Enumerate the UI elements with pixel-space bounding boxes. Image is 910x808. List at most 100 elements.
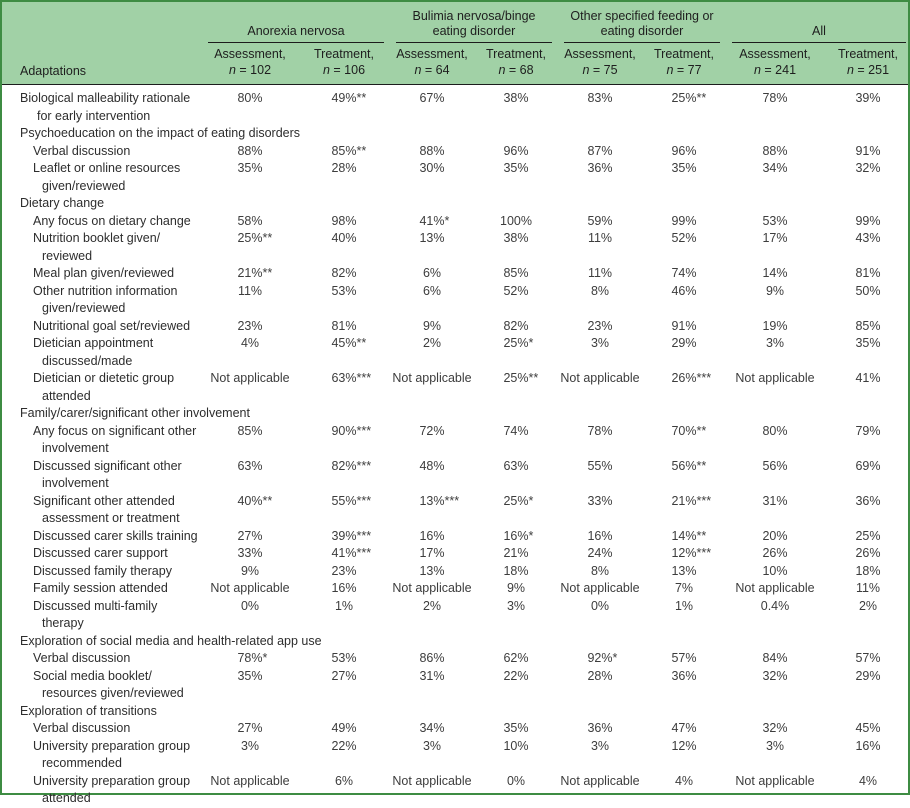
cell-value: 59% — [587, 213, 613, 228]
cell-value: 31% — [762, 493, 788, 508]
data-cell: 13% — [390, 230, 474, 265]
data-cell: 7% — [642, 580, 726, 598]
cell-value: 8% — [590, 283, 610, 298]
cell-value: 0% — [506, 773, 526, 788]
cell-value: 36% — [587, 161, 613, 175]
data-cell: 10% — [474, 738, 558, 773]
data-cell: 67% — [390, 90, 474, 125]
cell-value: 63% — [237, 458, 263, 473]
data-cell: 25% * — [474, 493, 558, 528]
n-var: n — [322, 62, 330, 77]
group-anorexia-nervosa: Anorexia nervosa — [208, 24, 384, 43]
row-label: Verbal discussion — [33, 143, 131, 158]
cell-value: 2% — [858, 598, 878, 613]
data-cell: 16% — [390, 528, 474, 546]
data-cell: 23% — [202, 318, 298, 336]
row-label: Leaflet or online resources given/review… — [33, 161, 181, 193]
cell-value: 91% — [671, 318, 697, 333]
row-label: Discussed significant other involvement — [33, 458, 182, 491]
data-cell: 34% — [726, 160, 824, 195]
cell-value: Not applicable — [210, 371, 290, 385]
row-label: Nutrition booklet given/ reviewed — [33, 231, 161, 263]
n-var: n — [414, 62, 422, 77]
cell-value: 0% — [590, 598, 610, 613]
data-cell: 87% — [558, 143, 642, 161]
group-bulimia-binge-eating: Bulimia nervosa/binge eating disorder — [396, 9, 552, 43]
cell-value: 11% — [587, 266, 613, 280]
n-value: = 77 — [673, 62, 702, 77]
cell-value: 8% — [590, 563, 610, 578]
data-cell: 9% — [390, 318, 474, 336]
data-cell: 53% — [298, 283, 390, 318]
cell-value: 53% — [762, 213, 788, 228]
cell-value: 34% — [762, 161, 788, 175]
n-var: n — [753, 62, 761, 77]
n-value: = 241 — [760, 62, 797, 77]
data-cell: 13% — [642, 563, 726, 581]
data-cell: 2% — [390, 335, 474, 370]
row-label: Significant other attended assessment or… — [33, 493, 180, 526]
data-cell: 25% * — [474, 335, 558, 370]
cell-value: 82% — [331, 266, 357, 280]
cell-value: 57% — [671, 651, 697, 665]
cell-value: 25% * — [503, 493, 533, 511]
cell-value: 72% — [419, 423, 445, 438]
cell-value: 48% — [419, 458, 445, 473]
cell-value: 81% — [331, 318, 357, 333]
cell-value: 18% — [503, 563, 529, 578]
cell-value: 11% — [237, 283, 263, 298]
data-cell: 100% — [474, 213, 558, 231]
data-cell: 40% — [298, 230, 390, 265]
n-var: n — [666, 62, 674, 77]
data-cell: 90% *** — [298, 423, 390, 458]
cell-value: 85% — [237, 423, 263, 438]
cell-value: 27% — [237, 721, 263, 735]
data-cell: Not applicable — [726, 370, 824, 405]
row-label: Social media booklet/ resources given/re… — [33, 668, 184, 701]
significance-stars: *** — [696, 546, 712, 560]
significance-stars: ** — [356, 336, 367, 350]
data-cell: 6% — [390, 265, 474, 283]
cell-value: 55% *** — [331, 493, 371, 511]
data-cell: 4% — [642, 773, 726, 808]
adaptations-column-header: Adaptations — [20, 64, 87, 78]
data-cell: 28% — [298, 160, 390, 195]
data-cell: 69% — [824, 458, 910, 493]
col-label: Assessment, — [739, 47, 811, 61]
row-label: Family session attended — [33, 581, 168, 595]
data-cell: 3% — [558, 335, 642, 370]
cell-value: 10% — [762, 563, 788, 578]
cell-value: 82% — [503, 318, 529, 333]
cell-value: 11% — [855, 581, 881, 595]
cell-value: 41% * — [419, 213, 449, 231]
table-row: Verbal discussion 88% 85% ** 88% 96% 87% 96% 88%… — [2, 143, 908, 161]
data-cell: 31% — [726, 493, 824, 528]
section-row: Exploration of transitions — [2, 703, 908, 721]
data-cell: 49% — [298, 720, 390, 738]
cell-value: 9% — [765, 283, 785, 298]
cell-value: 62% — [503, 651, 529, 665]
cell-value: 35% — [503, 721, 529, 735]
data-cell: 3% — [726, 738, 824, 773]
cell-value: Not applicable — [735, 773, 815, 788]
cell-value: 32% — [855, 161, 881, 175]
cell-value: 17% — [419, 546, 445, 560]
cell-value: 96% — [671, 143, 697, 158]
col-n: n = 251 — [824, 63, 910, 79]
cell-value: 32% — [762, 668, 788, 683]
data-cell: 11% — [202, 283, 298, 318]
cell-value: 91% — [855, 143, 881, 158]
cell-value: Not applicable — [560, 371, 640, 385]
row-label: Discussed carer skills training — [33, 528, 198, 543]
cell-value: Not applicable — [392, 581, 472, 595]
significance-stars: *** — [356, 528, 372, 543]
data-cell: 35% — [474, 160, 558, 195]
data-cell: 79% — [824, 423, 910, 458]
data-cell: 29% — [824, 668, 910, 703]
data-cell: 85% ** — [298, 143, 390, 161]
cell-value: 25% — [855, 528, 881, 543]
cell-value: 13% — [671, 563, 697, 578]
significance-stars: ** — [262, 266, 273, 280]
data-cell: 85% — [824, 318, 910, 336]
cell-value: 4% — [674, 773, 694, 788]
